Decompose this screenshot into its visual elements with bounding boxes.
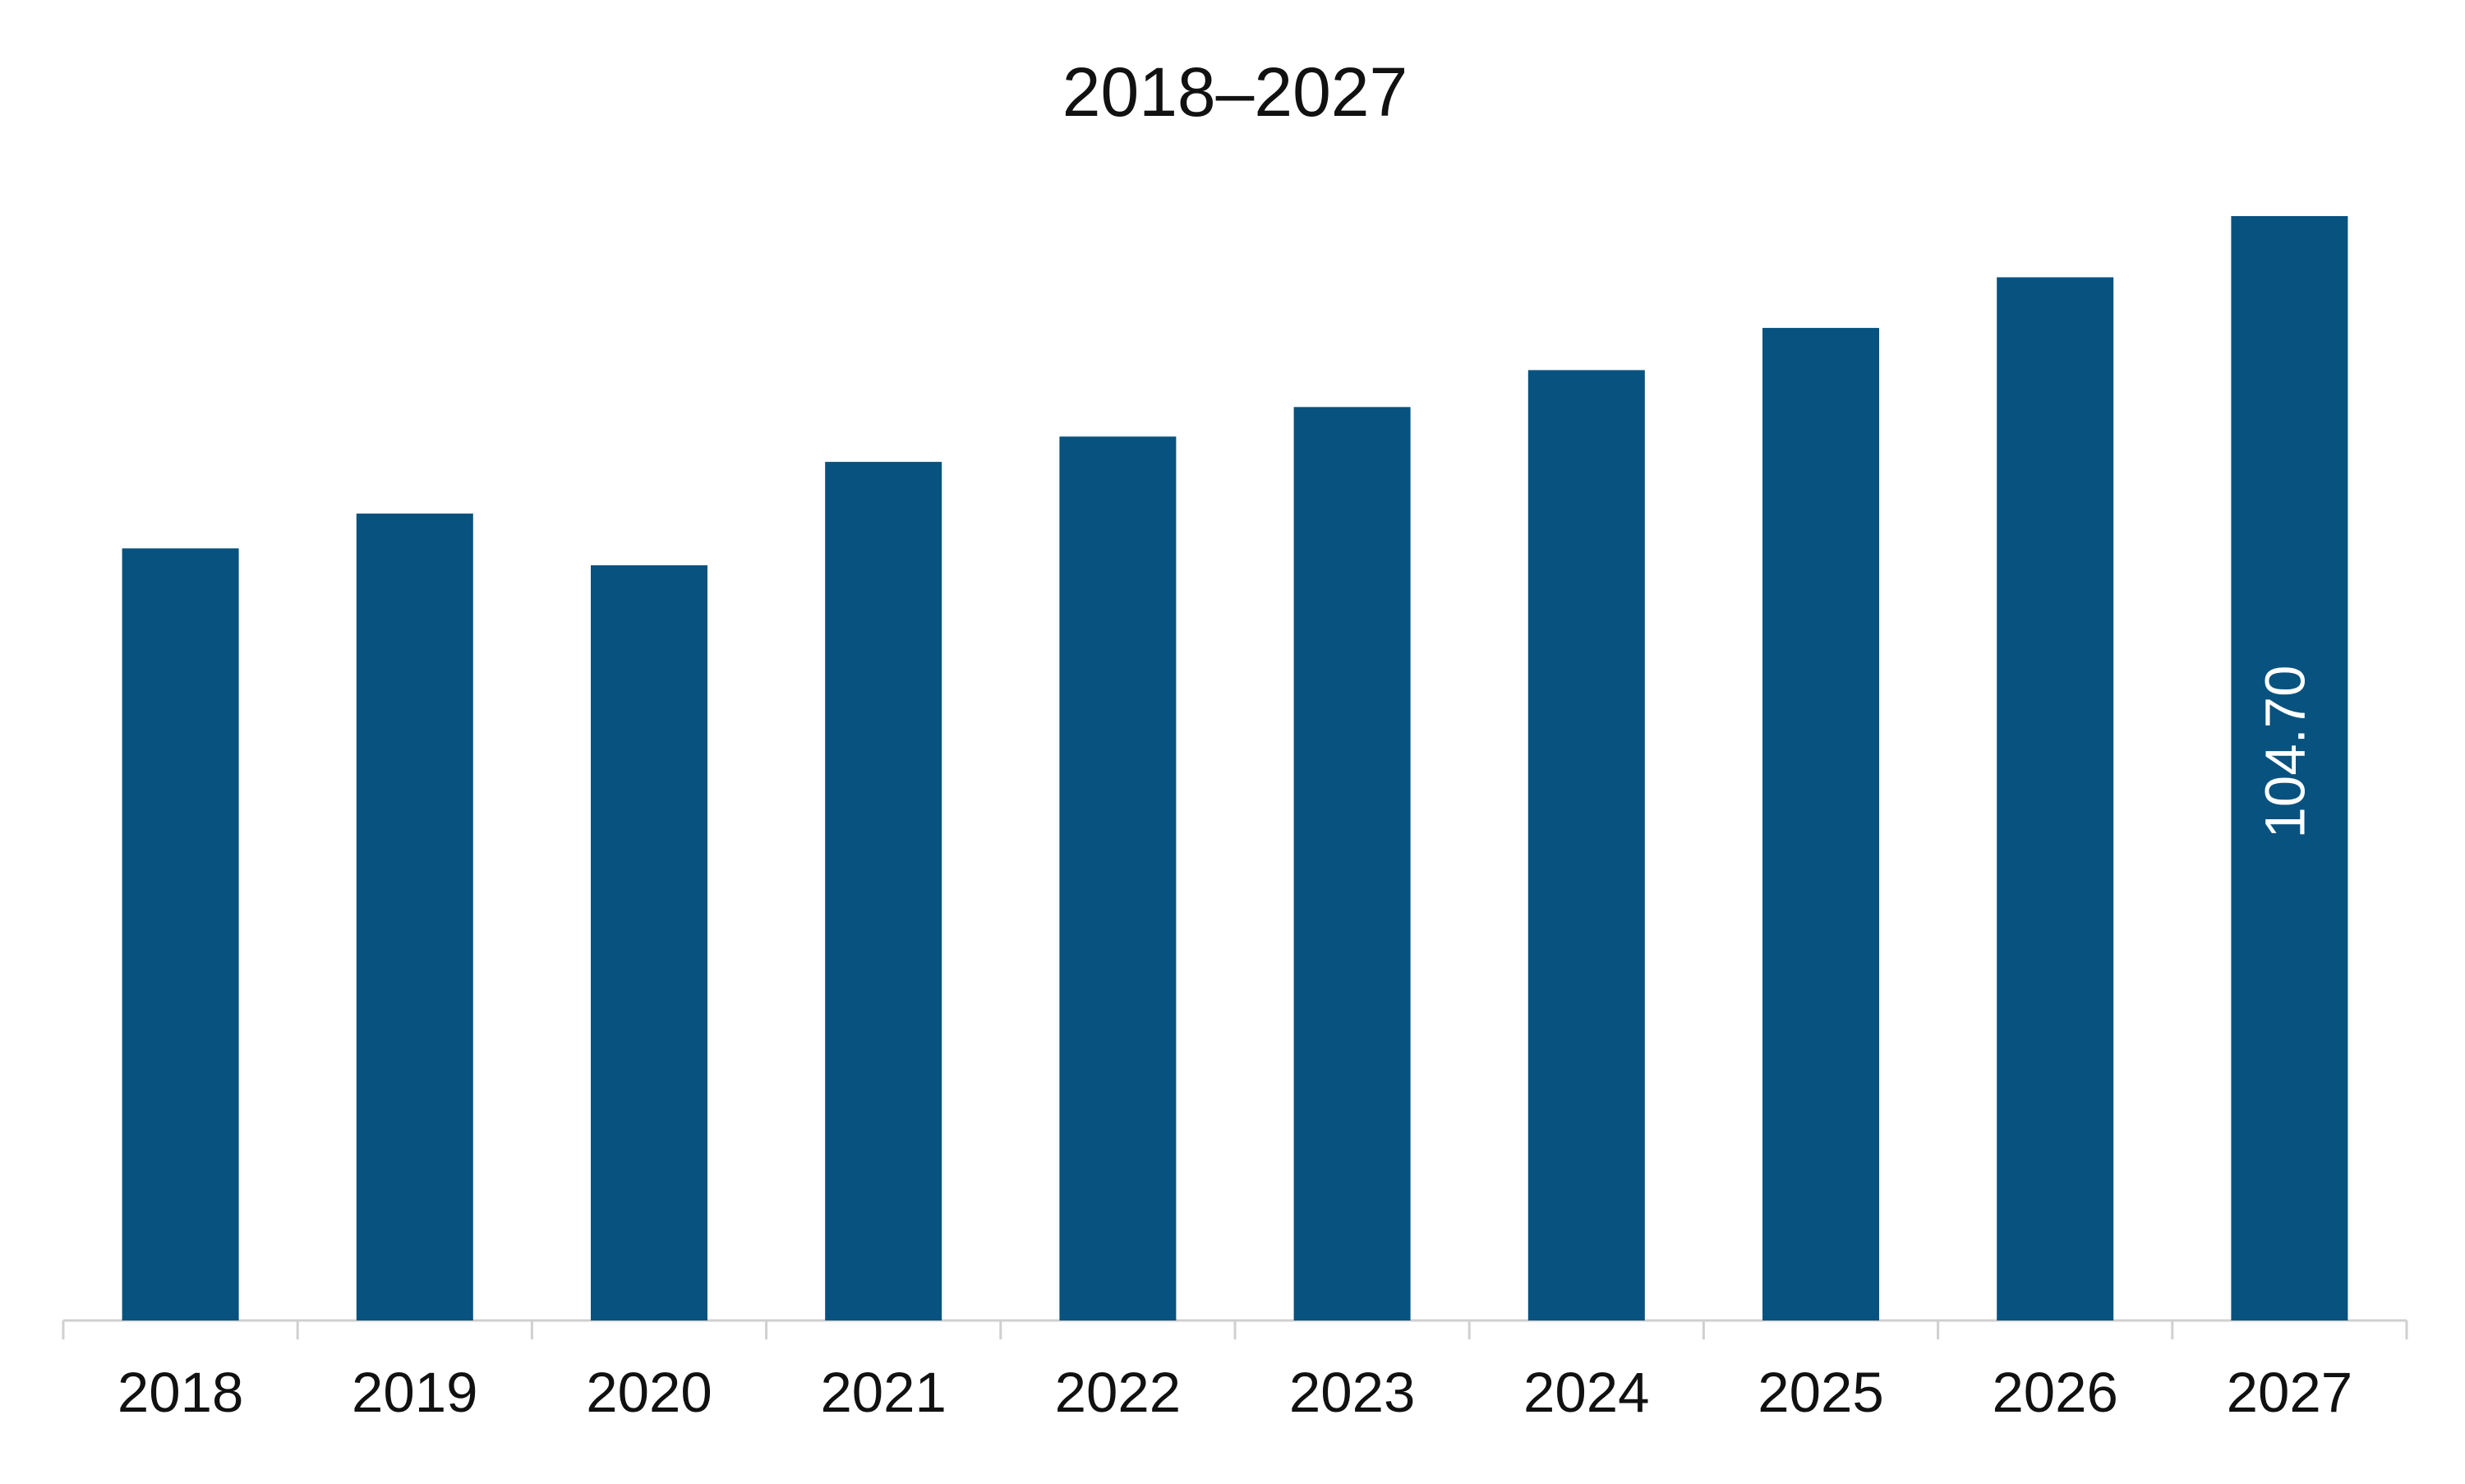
x-tick-label: 2022	[1055, 1361, 1182, 1424]
x-tick-label: 2026	[1992, 1361, 2118, 1424]
x-tick-label: 2018	[117, 1361, 244, 1424]
x-tick-label: 2024	[1523, 1361, 1650, 1424]
x-tick-label: 2025	[1758, 1361, 1884, 1424]
bar	[591, 565, 707, 1320]
x-tick-label: 2021	[820, 1361, 947, 1424]
bar	[122, 548, 239, 1320]
bar	[356, 513, 473, 1320]
bar	[825, 462, 942, 1321]
bar	[1997, 277, 2114, 1320]
value-label: 104.70	[2254, 665, 2317, 838]
x-tick-label: 2020	[586, 1361, 712, 1424]
bar	[1059, 436, 1177, 1320]
bar	[1762, 328, 1879, 1321]
bar	[2231, 216, 2348, 1320]
bar	[1527, 370, 1645, 1320]
chart-title: 2018–2027	[1062, 53, 1408, 131]
x-tick-label: 2019	[352, 1361, 478, 1424]
x-tick-label: 2023	[1289, 1361, 1416, 1424]
x-tick-label: 2027	[2227, 1361, 2353, 1424]
bar	[1293, 407, 1411, 1320]
